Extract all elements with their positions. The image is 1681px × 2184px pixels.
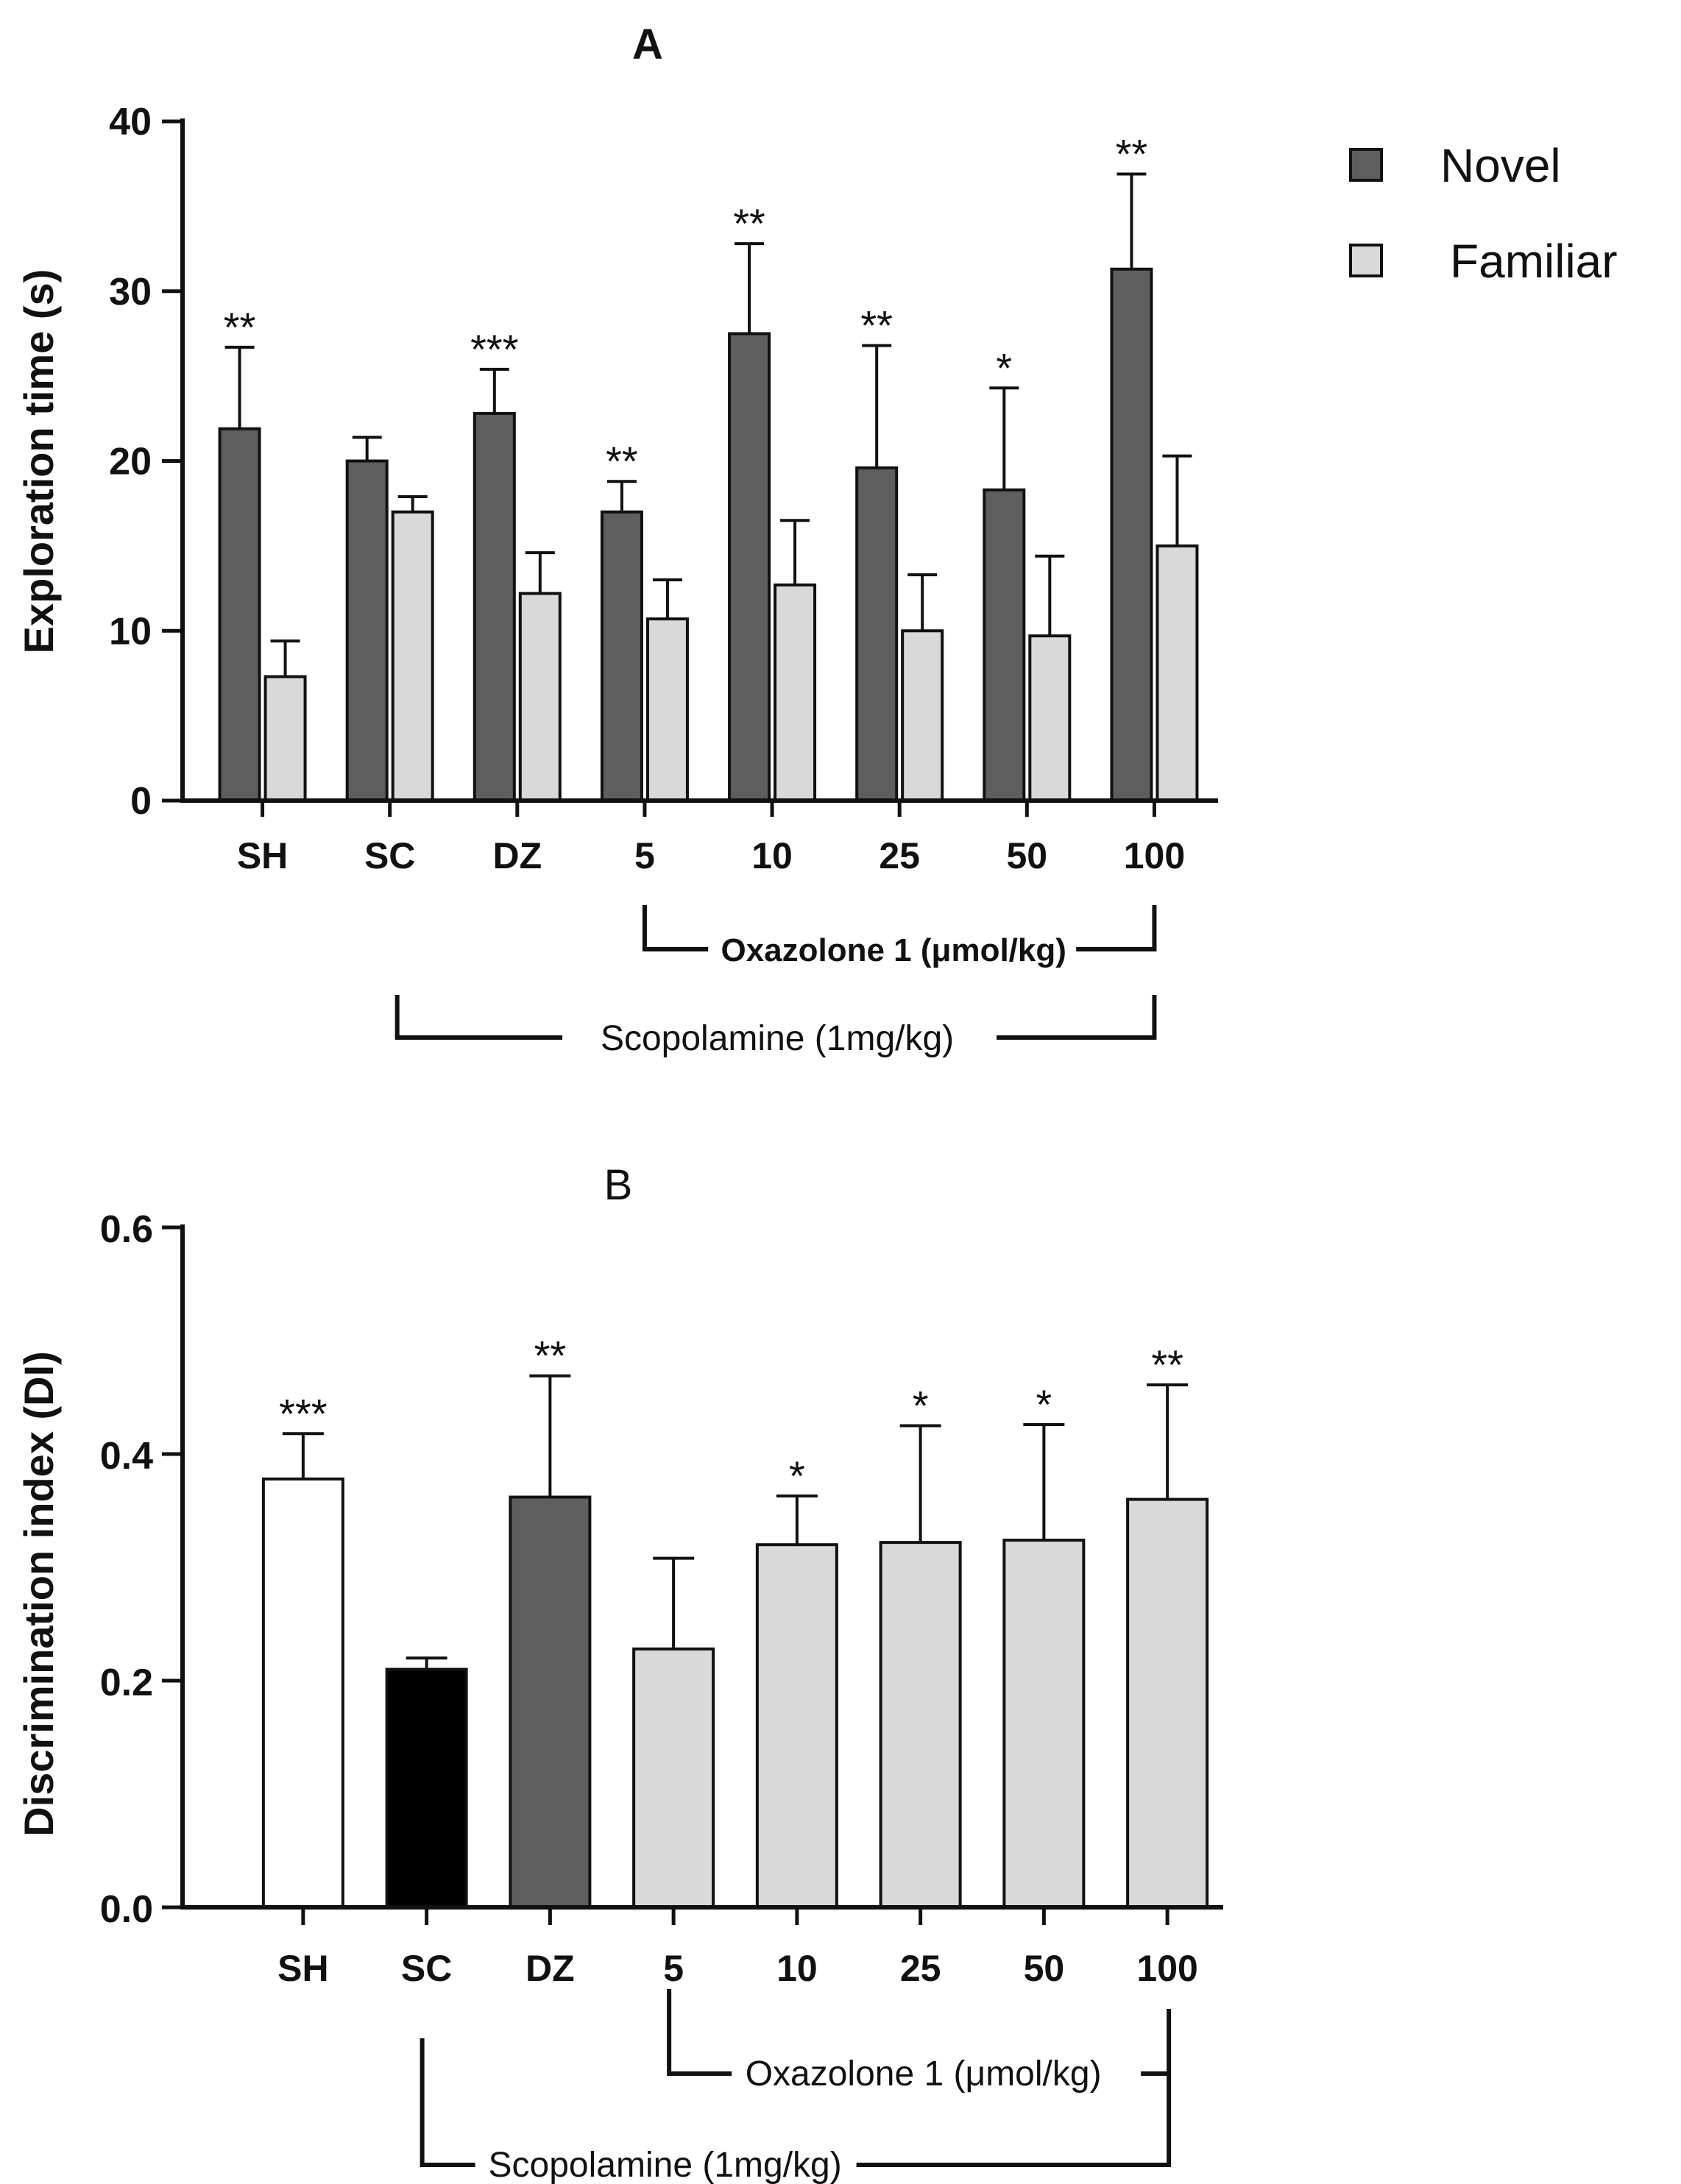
bracket-a-scopolamine-label: Scopolamine (1mg/kg) [601, 1019, 954, 1058]
panel-b-y-axis-label: Discrimination index (DI) [15, 1351, 62, 1837]
x-tick-label-b-5: 5 [663, 1948, 684, 1989]
bar-b-10 [755, 1543, 838, 1909]
bar-b-50 [1002, 1539, 1086, 1910]
bar-a-familiar-10 [774, 583, 817, 802]
y-tick-label-b-0.6: 0.6 [100, 1208, 153, 1251]
y-tick-label-b-0.0: 0.0 [100, 1888, 153, 1931]
panel-a-legend: Novel Familiar [1349, 139, 1618, 288]
significance-a-dz: *** [470, 326, 518, 372]
bar-a-novel-sc [345, 459, 389, 802]
significance-a-10: ** [733, 200, 765, 247]
x-tick-label-b-100: 100 [1136, 1948, 1197, 1989]
x-tick-label-a-25: 25 [879, 835, 920, 876]
y-tick-label-b-0.4: 0.4 [100, 1435, 153, 1478]
bar-a-novel-100 [1110, 267, 1153, 802]
significance-b-10: * [789, 1453, 805, 1499]
x-tick-label-a-5: 5 [634, 835, 655, 876]
x-tick-label-b-50: 50 [1024, 1948, 1065, 1989]
bar-a-novel-dz [473, 411, 516, 802]
y-tick-label-a-30: 30 [109, 271, 152, 313]
bar-b-25 [879, 1541, 962, 1910]
bar-b-sc [385, 1667, 468, 1910]
bar-a-familiar-100 [1156, 544, 1199, 802]
panel-a-y-axis-label: Exploration time (s) [15, 269, 62, 654]
bar-a-familiar-sh [263, 675, 307, 802]
bracket-b-scopolamine-label: Scopolamine (1mg/kg) [489, 2146, 842, 2184]
x-tick-label-a-sh: SH [237, 835, 288, 876]
significance-a-5: ** [606, 438, 638, 484]
significance-a-50: * [996, 344, 1012, 391]
bar-b-dz [509, 1495, 592, 1909]
bracket-b-scopolamine-left [420, 2038, 475, 2167]
significance-a-25: ** [860, 302, 893, 349]
y-tick-label-a-10: 10 [109, 610, 152, 653]
x-tick-label-b-sh: SH [277, 1948, 328, 1989]
significance-a-100: ** [1116, 131, 1148, 177]
bar-a-novel-10 [728, 332, 771, 802]
bracket-a-oxazolone-label: Oxazolone 1 (μmol/kg) [721, 932, 1066, 968]
x-tick-label-a-50: 50 [1007, 835, 1048, 876]
bracket-b-oxazolone-label: Oxazolone 1 (μmol/kg) [746, 2054, 1102, 2093]
x-tick-label-a-10: 10 [751, 835, 793, 876]
legend-swatch-novel [1349, 148, 1383, 182]
bracket-b-oxazolone-left [667, 1989, 732, 2076]
significance-b-dz: ** [534, 1333, 567, 1379]
x-tick-label-b-10: 10 [776, 1948, 818, 1989]
bracket-b-scopolamine-right [856, 2009, 1172, 2167]
panel-b-chart: B Discrimination index (DI) ******* *** S… [15, 1161, 1223, 2184]
bar-a-familiar-25 [901, 629, 944, 802]
bar-a-novel-50 [983, 488, 1026, 802]
legend-swatch-familiar [1349, 244, 1383, 277]
significance-b-25: * [913, 1383, 929, 1429]
significance-b-50: * [1036, 1381, 1052, 1428]
bar-a-novel-5 [600, 510, 643, 802]
y-tick-label-a-20: 20 [109, 441, 152, 483]
legend-label-familiar: Familiar [1450, 235, 1618, 288]
legend-label-novel: Novel [1440, 139, 1561, 192]
panel-b-title: B [604, 1161, 633, 1209]
x-tick-label-a-100: 100 [1124, 835, 1185, 876]
bar-a-familiar-dz [518, 592, 562, 802]
bar-b-sh [261, 1477, 344, 1909]
bar-a-familiar-5 [645, 617, 689, 802]
bar-a-familiar-sc [391, 510, 434, 802]
bar-a-novel-sh [218, 427, 261, 802]
y-tick-label-a-0: 0 [130, 780, 152, 823]
significance-b-100: ** [1151, 1341, 1183, 1388]
y-tick-label-b-0.2: 0.2 [100, 1662, 153, 1704]
significance-b-sh: *** [279, 1390, 327, 1436]
panel-a-title: A [632, 21, 663, 68]
bar-b-5 [632, 1647, 715, 1909]
bar-a-familiar-50 [1028, 634, 1072, 802]
bracket-a-scopolamine-right [997, 995, 1157, 1040]
bracket-a-scopolamine-left [394, 995, 563, 1040]
x-tick-label-b-sc: SC [401, 1948, 452, 1989]
bracket-a-oxazolone-left [642, 905, 709, 951]
x-tick-label-b-25: 25 [900, 1948, 941, 1989]
x-tick-label-b-dz: DZ [525, 1948, 575, 1989]
x-tick-label-a-sc: SC [364, 835, 415, 876]
panel-a-chart: A Exploration time (s) ** ************ SH… [15, 21, 1618, 1058]
significance-a-sh: ** [224, 304, 256, 350]
bar-a-novel-25 [855, 466, 899, 802]
bar-b-100 [1126, 1497, 1209, 1909]
y-tick-label-a-40: 40 [109, 101, 152, 143]
bracket-a-oxazolone-right [1076, 905, 1157, 951]
x-tick-label-a-dz: DZ [492, 835, 542, 876]
